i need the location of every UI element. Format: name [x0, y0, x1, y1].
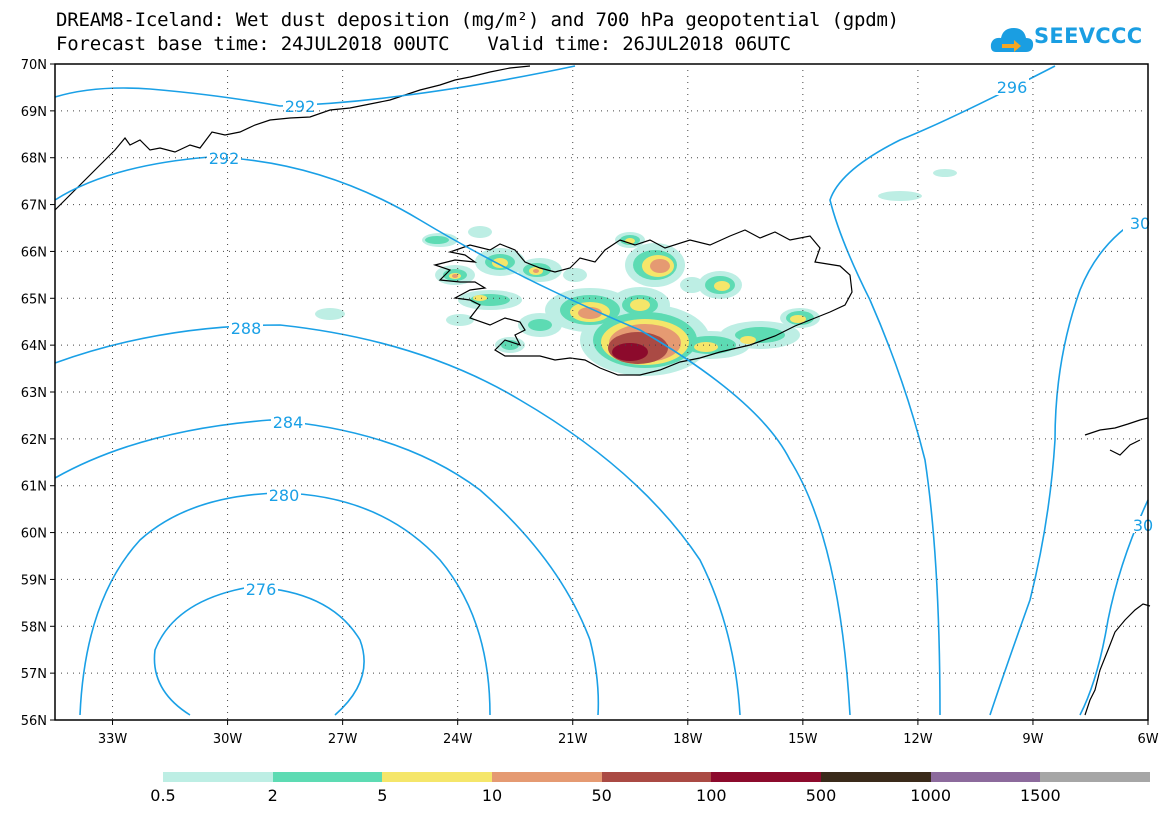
map-subtitle: Forecast base time: 24JUL2018 00UTC Valid…	[56, 33, 791, 55]
seevccc-logo	[990, 28, 1034, 52]
lat-label: 61N	[21, 480, 47, 495]
contour-label-bg	[995, 78, 1029, 95]
lon-label: 27W	[328, 732, 358, 747]
contour-label: 284	[273, 413, 304, 432]
norway-coastline	[1084, 603, 1151, 716]
colorbar	[163, 772, 1151, 782]
colorbar-label: 50	[591, 786, 612, 805]
lat-label: 62N	[21, 433, 47, 448]
coastlines	[54, 65, 1151, 716]
contour-label: 292	[209, 149, 240, 168]
contour-label-bg	[283, 97, 317, 114]
lat-label: 70N	[21, 58, 47, 73]
contour-label: 288	[231, 319, 262, 338]
contour-label-bg	[267, 486, 301, 503]
dust-patch-darkred	[612, 343, 648, 361]
colorbar-swatch	[163, 772, 273, 782]
contour-label-bg	[244, 580, 278, 597]
lat-label: 60N	[21, 527, 47, 542]
dust-deposition-field	[315, 169, 957, 376]
colorbar-label: 0.5	[150, 786, 176, 805]
colorbar-label: 1500	[1019, 786, 1061, 805]
iceland-coastline	[432, 229, 853, 376]
colorbar-swatch	[821, 772, 931, 782]
logo-text: SEEVCCC	[1034, 24, 1143, 48]
lon-label: 30W	[213, 732, 243, 747]
lon-label: 12W	[903, 732, 933, 747]
contour-284	[54, 419, 600, 716]
contour-label: 296	[997, 78, 1028, 97]
lon-label: 6W	[1137, 732, 1158, 747]
contour-label: 280	[269, 486, 300, 505]
graticule: 70N 69N 68N 67N 66N 65N 64N 63N 62N 61N 60N 59N 58N 5…	[21, 58, 1159, 747]
lon-label: 24W	[443, 732, 473, 747]
lon-label: 15W	[788, 732, 818, 747]
colorbar-swatch	[711, 772, 822, 782]
lat-label: 68N	[21, 152, 47, 167]
lon-label: 9W	[1022, 732, 1043, 747]
lat-label: 56N	[21, 714, 47, 729]
colorbar-label: 10	[481, 786, 503, 805]
cloud-arrow-icon	[990, 28, 1034, 52]
colorbar-swatch	[272, 772, 383, 782]
contour-label: 276	[246, 580, 277, 599]
colorbar-swatch	[601, 772, 712, 782]
colorbar-label: 2	[267, 786, 278, 805]
contour-296	[829, 65, 1056, 716]
forecast-base-time: Forecast base time: 24JUL2018 00UTC	[56, 33, 450, 55]
contour-276	[153, 586, 365, 716]
contour-300-upper	[989, 214, 1146, 716]
contour-280	[79, 492, 491, 716]
lat-label: 66N	[21, 245, 47, 260]
colorbar-label: 500	[805, 786, 837, 805]
contour-label-bg	[1126, 516, 1160, 533]
lat-label: 63N	[21, 386, 47, 401]
colorbar-swatch	[492, 772, 602, 782]
colorbar-swatch	[1040, 772, 1151, 782]
contour-label-bg	[229, 319, 263, 336]
lon-label: 21W	[558, 732, 588, 747]
lat-label: 65N	[21, 292, 47, 307]
lon-label: 33W	[98, 732, 128, 747]
contour-label: 292	[285, 97, 316, 116]
lat-label: 64N	[21, 339, 47, 354]
faroe-coastline	[1084, 417, 1149, 456]
colorbar-label: 5	[377, 786, 388, 805]
colorbar-label: 100	[696, 786, 727, 805]
contour-label: 30	[1130, 214, 1150, 233]
colorbar-swatch	[382, 772, 493, 782]
colorbar-swatch	[930, 772, 1041, 782]
greenland-coastline	[54, 65, 531, 211]
contour-label-bg	[271, 413, 305, 430]
lon-label: 18W	[673, 732, 703, 747]
lat-label: 69N	[21, 105, 47, 120]
lat-label: 57N	[21, 667, 47, 682]
geopotential-contours	[54, 65, 1149, 716]
lat-label: 59N	[21, 573, 47, 588]
valid-time: Valid time: 26JUL2018 06UTC	[487, 33, 791, 55]
lat-label: 58N	[21, 620, 47, 635]
contour-300-lower	[1079, 499, 1149, 716]
contour-288	[54, 324, 741, 716]
colorbar-label: 1000	[910, 786, 952, 805]
map-title: DREAM8-Iceland: Wet dust deposition (mg/…	[56, 9, 899, 31]
lat-label: 67N	[21, 199, 47, 214]
